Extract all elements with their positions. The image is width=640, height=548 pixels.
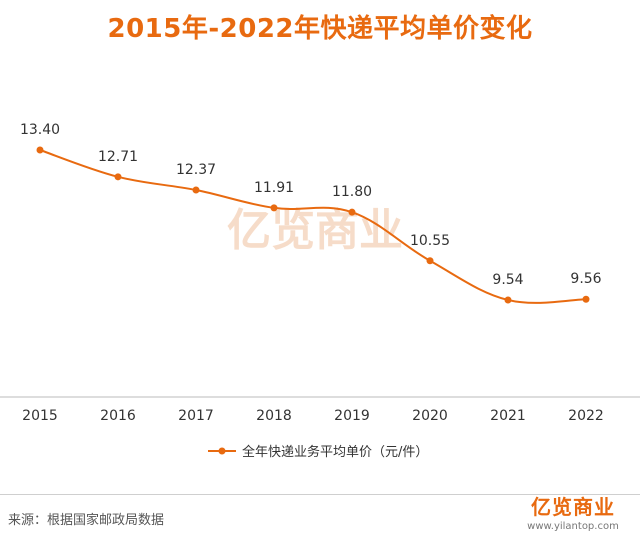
x-tick-label-2019: 2019	[334, 408, 370, 424]
data-point-2018	[270, 204, 278, 212]
watermark: 亿览商业	[227, 205, 403, 256]
value-label-2022: 9.56	[570, 271, 601, 287]
brand-logo: 亿览商业 www.yilantop.com	[510, 494, 636, 534]
brand-url: www.yilantop.com	[527, 521, 619, 532]
value-label-2016: 12.71	[98, 149, 138, 165]
data-point-2015	[36, 146, 44, 154]
source-note: 来源：根据国家邮政局数据	[8, 513, 165, 528]
x-tick-label-2015: 2015	[22, 408, 58, 424]
data-point-2021	[504, 296, 512, 304]
value-label-2019: 11.80	[332, 184, 372, 200]
series-line	[39, 149, 587, 304]
x-tick-label-2018: 2018	[256, 408, 292, 424]
x-tick-label-2017: 2017	[178, 408, 214, 424]
x-tick-label-2016: 2016	[100, 408, 136, 424]
legend-label: 全年快递业务平均单价（元/件）	[242, 444, 428, 460]
value-label-2021: 9.54	[492, 272, 523, 288]
footer-divider	[0, 494, 640, 495]
value-label-2017: 12.37	[176, 162, 216, 178]
value-label-2020: 10.55	[410, 233, 450, 249]
line-chart: 亿览商业 13.40 12.71 12.37 11.91 11.80 10.55 9.54 9…	[0, 122, 640, 460]
x-tick-label-2021: 2021	[490, 408, 526, 424]
brand-logo-text: 亿览商业	[531, 495, 615, 519]
chart-title: 2015年-2022年快递平均单价变化	[107, 14, 533, 44]
x-tick-label-2020: 2020	[412, 408, 448, 424]
data-point-2020	[426, 257, 434, 265]
value-label-2015: 13.40	[20, 122, 60, 138]
data-point-2016	[114, 173, 122, 181]
x-tick-label-2022: 2022	[568, 408, 604, 424]
legend-dot-swatch	[218, 447, 226, 455]
data-point-2022	[582, 295, 590, 303]
value-label-2018: 11.91	[254, 180, 294, 196]
data-point-2017	[192, 186, 200, 194]
legend: 全年快递业务平均单价（元/件）	[208, 444, 428, 460]
data-point-2019	[348, 208, 356, 216]
